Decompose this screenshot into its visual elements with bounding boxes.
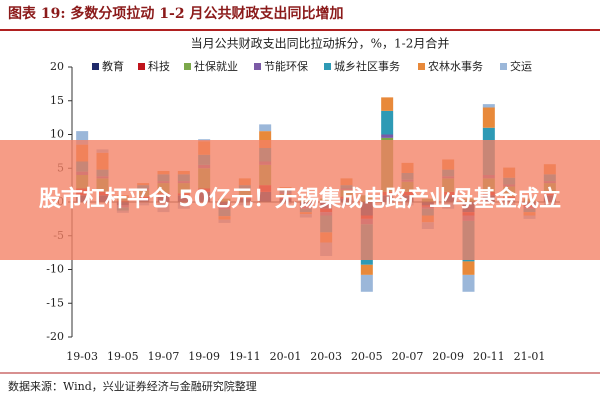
legend-swatch: [500, 63, 507, 70]
legend-swatch: [184, 63, 191, 70]
bar-segment: [462, 274, 475, 292]
legend-label: 城乡社区事务: [334, 59, 400, 73]
bar-segment: [482, 104, 495, 108]
x-tick-label: 20-05: [351, 350, 383, 363]
x-tick-label: 20-03: [310, 350, 342, 363]
x-tick-label: 20-09: [432, 350, 464, 363]
x-tick-label: 19-03: [66, 350, 98, 363]
x-tick-label: 20-01: [270, 350, 302, 363]
bar-segment: [482, 107, 495, 128]
x-tick-label: 20-07: [392, 350, 424, 363]
x-tick-label: 19-11: [229, 350, 261, 363]
y-tick-label: 10: [50, 128, 64, 141]
banner-text: 股市杠杆平仓 50亿元！无锡集成电路产业母基金成立: [38, 187, 562, 212]
legend-swatch: [92, 63, 99, 70]
bar-segment: [259, 124, 272, 132]
legend-label: 节能环保: [264, 59, 308, 73]
y-tick-label: -15: [46, 296, 64, 309]
bar-segment: [462, 261, 475, 275]
bar-segment: [381, 97, 394, 111]
x-tick-label: 19-05: [107, 350, 139, 363]
bar-segment: [381, 134, 394, 138]
y-tick-label: 15: [50, 94, 64, 107]
chart-title: 当月公共财政支出同比拉动拆分，%，1-2月合并: [191, 36, 450, 51]
banner: 股市杠杆平仓 50亿元！无锡集成电路产业母基金成立: [0, 140, 600, 260]
x-tick-label: 20-11: [473, 350, 505, 363]
figure-title: 图表 19: 多数分项拉动 1-2 月公共财政支出同比增加: [8, 5, 343, 22]
y-tick-label: 20: [50, 60, 64, 73]
legend-label: 社保就业: [194, 59, 238, 73]
legend-label: 教育: [102, 59, 124, 73]
x-tick-label: 19-07: [148, 350, 180, 363]
y-tick-label: -10: [46, 263, 64, 276]
bar-segment: [360, 264, 373, 275]
legend-swatch: [254, 63, 261, 70]
bar-segment: [381, 110, 394, 135]
legend-label: 交运: [510, 59, 532, 73]
legend-swatch: [324, 63, 331, 70]
x-tick-label: 19-09: [188, 350, 220, 363]
legend-label: 科技: [148, 59, 170, 73]
legend-label: 农林水事务: [428, 59, 483, 73]
legend-swatch: [138, 63, 145, 70]
legend-swatch: [418, 63, 425, 70]
y-tick-label: -20: [46, 330, 64, 343]
x-tick-label: 21-01: [514, 350, 546, 363]
source: 数据来源：Wind，兴业证券经济与金融研究院整理: [8, 379, 257, 393]
bar-segment: [360, 274, 373, 292]
